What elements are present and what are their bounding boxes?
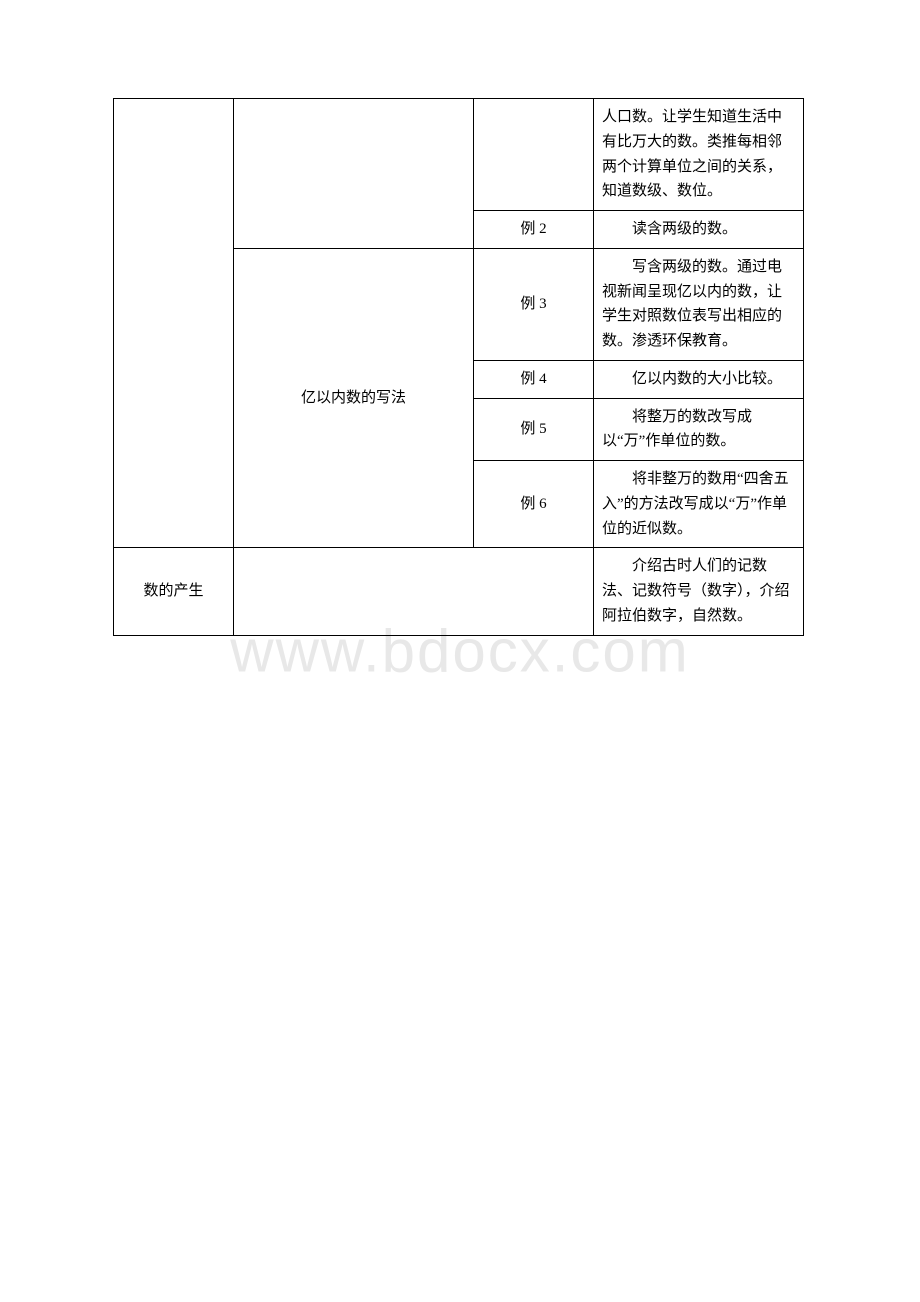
cell-example: 例 5	[474, 398, 594, 461]
cell-desc: 读含两级的数。	[594, 211, 804, 249]
content-table: 人口数。让学生知道生活中有比万大的数。类推每相邻两个计算单位之间的关系，知道数级…	[113, 98, 804, 636]
cell-desc: 介绍古时人们的记数法、记数符号（数字），介绍阿拉伯数字，自然数。	[594, 548, 804, 635]
table-row: 人口数。让学生知道生活中有比万大的数。类推每相邻两个计算单位之间的关系，知道数级…	[114, 99, 804, 211]
cell-example: 例 3	[474, 248, 594, 360]
table-row: 数的产生 介绍古时人们的记数法、记数符号（数字），介绍阿拉伯数字，自然数。	[114, 548, 804, 635]
cell-number-origin: 数的产生	[114, 548, 234, 635]
cell-example: 例 6	[474, 461, 594, 548]
cell-desc: 人口数。让学生知道生活中有比万大的数。类推每相邻两个计算单位之间的关系，知道数级…	[594, 99, 804, 211]
cell-col2-writing: 亿以内数的写法	[234, 248, 474, 548]
cell-desc: 将整万的数改写成以“万”作单位的数。	[594, 398, 804, 461]
cell-merged-blank	[234, 548, 594, 635]
cell-col1-upper	[114, 99, 234, 548]
cell-desc: 亿以内数的大小比较。	[594, 360, 804, 398]
cell-desc: 将非整万的数用“四舍五入”的方法改写成以“万”作单位的近似数。	[594, 461, 804, 548]
cell-example: 例 4	[474, 360, 594, 398]
cell-col2-upper	[234, 99, 474, 249]
cell-example: 例 2	[474, 211, 594, 249]
cell-desc: 写含两级的数。通过电视新闻呈现亿以内的数，让学生对照数位表写出相应的数。渗透环保…	[594, 248, 804, 360]
content-table-wrap: 人口数。让学生知道生活中有比万大的数。类推每相邻两个计算单位之间的关系，知道数级…	[113, 98, 803, 636]
cell-example	[474, 99, 594, 211]
